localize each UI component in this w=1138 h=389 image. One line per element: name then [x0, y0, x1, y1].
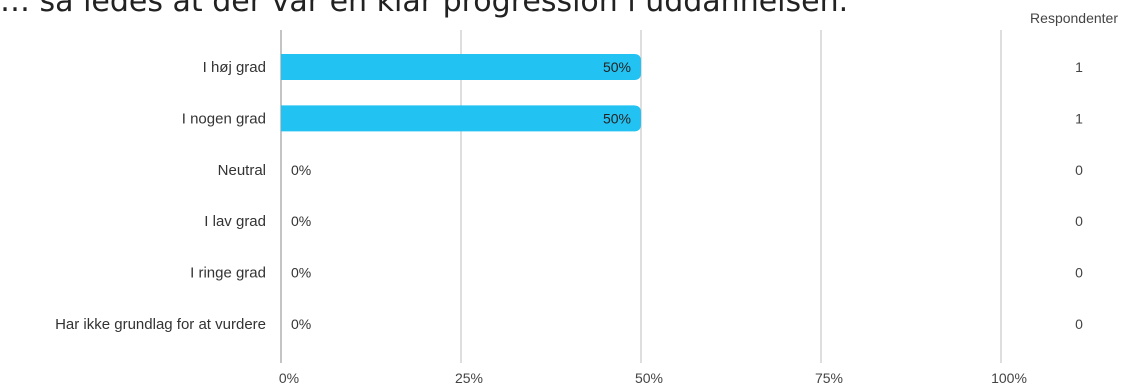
- bar-value-label: 0%: [291, 316, 311, 332]
- bar-value-label: 0%: [291, 162, 311, 178]
- bar-value-label: 50%: [603, 59, 631, 75]
- bar: [281, 105, 641, 132]
- category-label: I høj grad: [203, 59, 266, 76]
- respondent-count: 1: [1075, 59, 1083, 75]
- respondents-column-header: Respondenter: [1030, 10, 1118, 26]
- x-tick-label: 100%: [991, 370, 1027, 386]
- respondent-count: 0: [1075, 265, 1083, 281]
- respondent-count: 0: [1075, 162, 1083, 178]
- bar-value-label: 50%: [603, 110, 631, 126]
- chart-title: … så ledes at der var en klar progressio…: [0, 0, 849, 19]
- bar-value-label: 0%: [291, 265, 311, 281]
- bar: [281, 54, 641, 80]
- x-tick-label: 25%: [455, 370, 483, 386]
- respondent-count: 0: [1075, 316, 1083, 332]
- category-label: Neutral: [218, 162, 266, 179]
- x-tick-label: 75%: [815, 370, 843, 386]
- category-label: I ringe grad: [190, 265, 266, 282]
- respondent-count: 1: [1075, 110, 1083, 126]
- x-tick-label: 50%: [635, 370, 663, 386]
- category-label: I lav grad: [204, 213, 266, 230]
- bar-value-label: 0%: [291, 213, 311, 229]
- category-label: Har ikke grundlag for at vurdere: [55, 316, 266, 333]
- respondent-count: 0: [1075, 213, 1083, 229]
- x-tick-label: 0%: [279, 370, 299, 386]
- category-label: I nogen grad: [182, 110, 266, 127]
